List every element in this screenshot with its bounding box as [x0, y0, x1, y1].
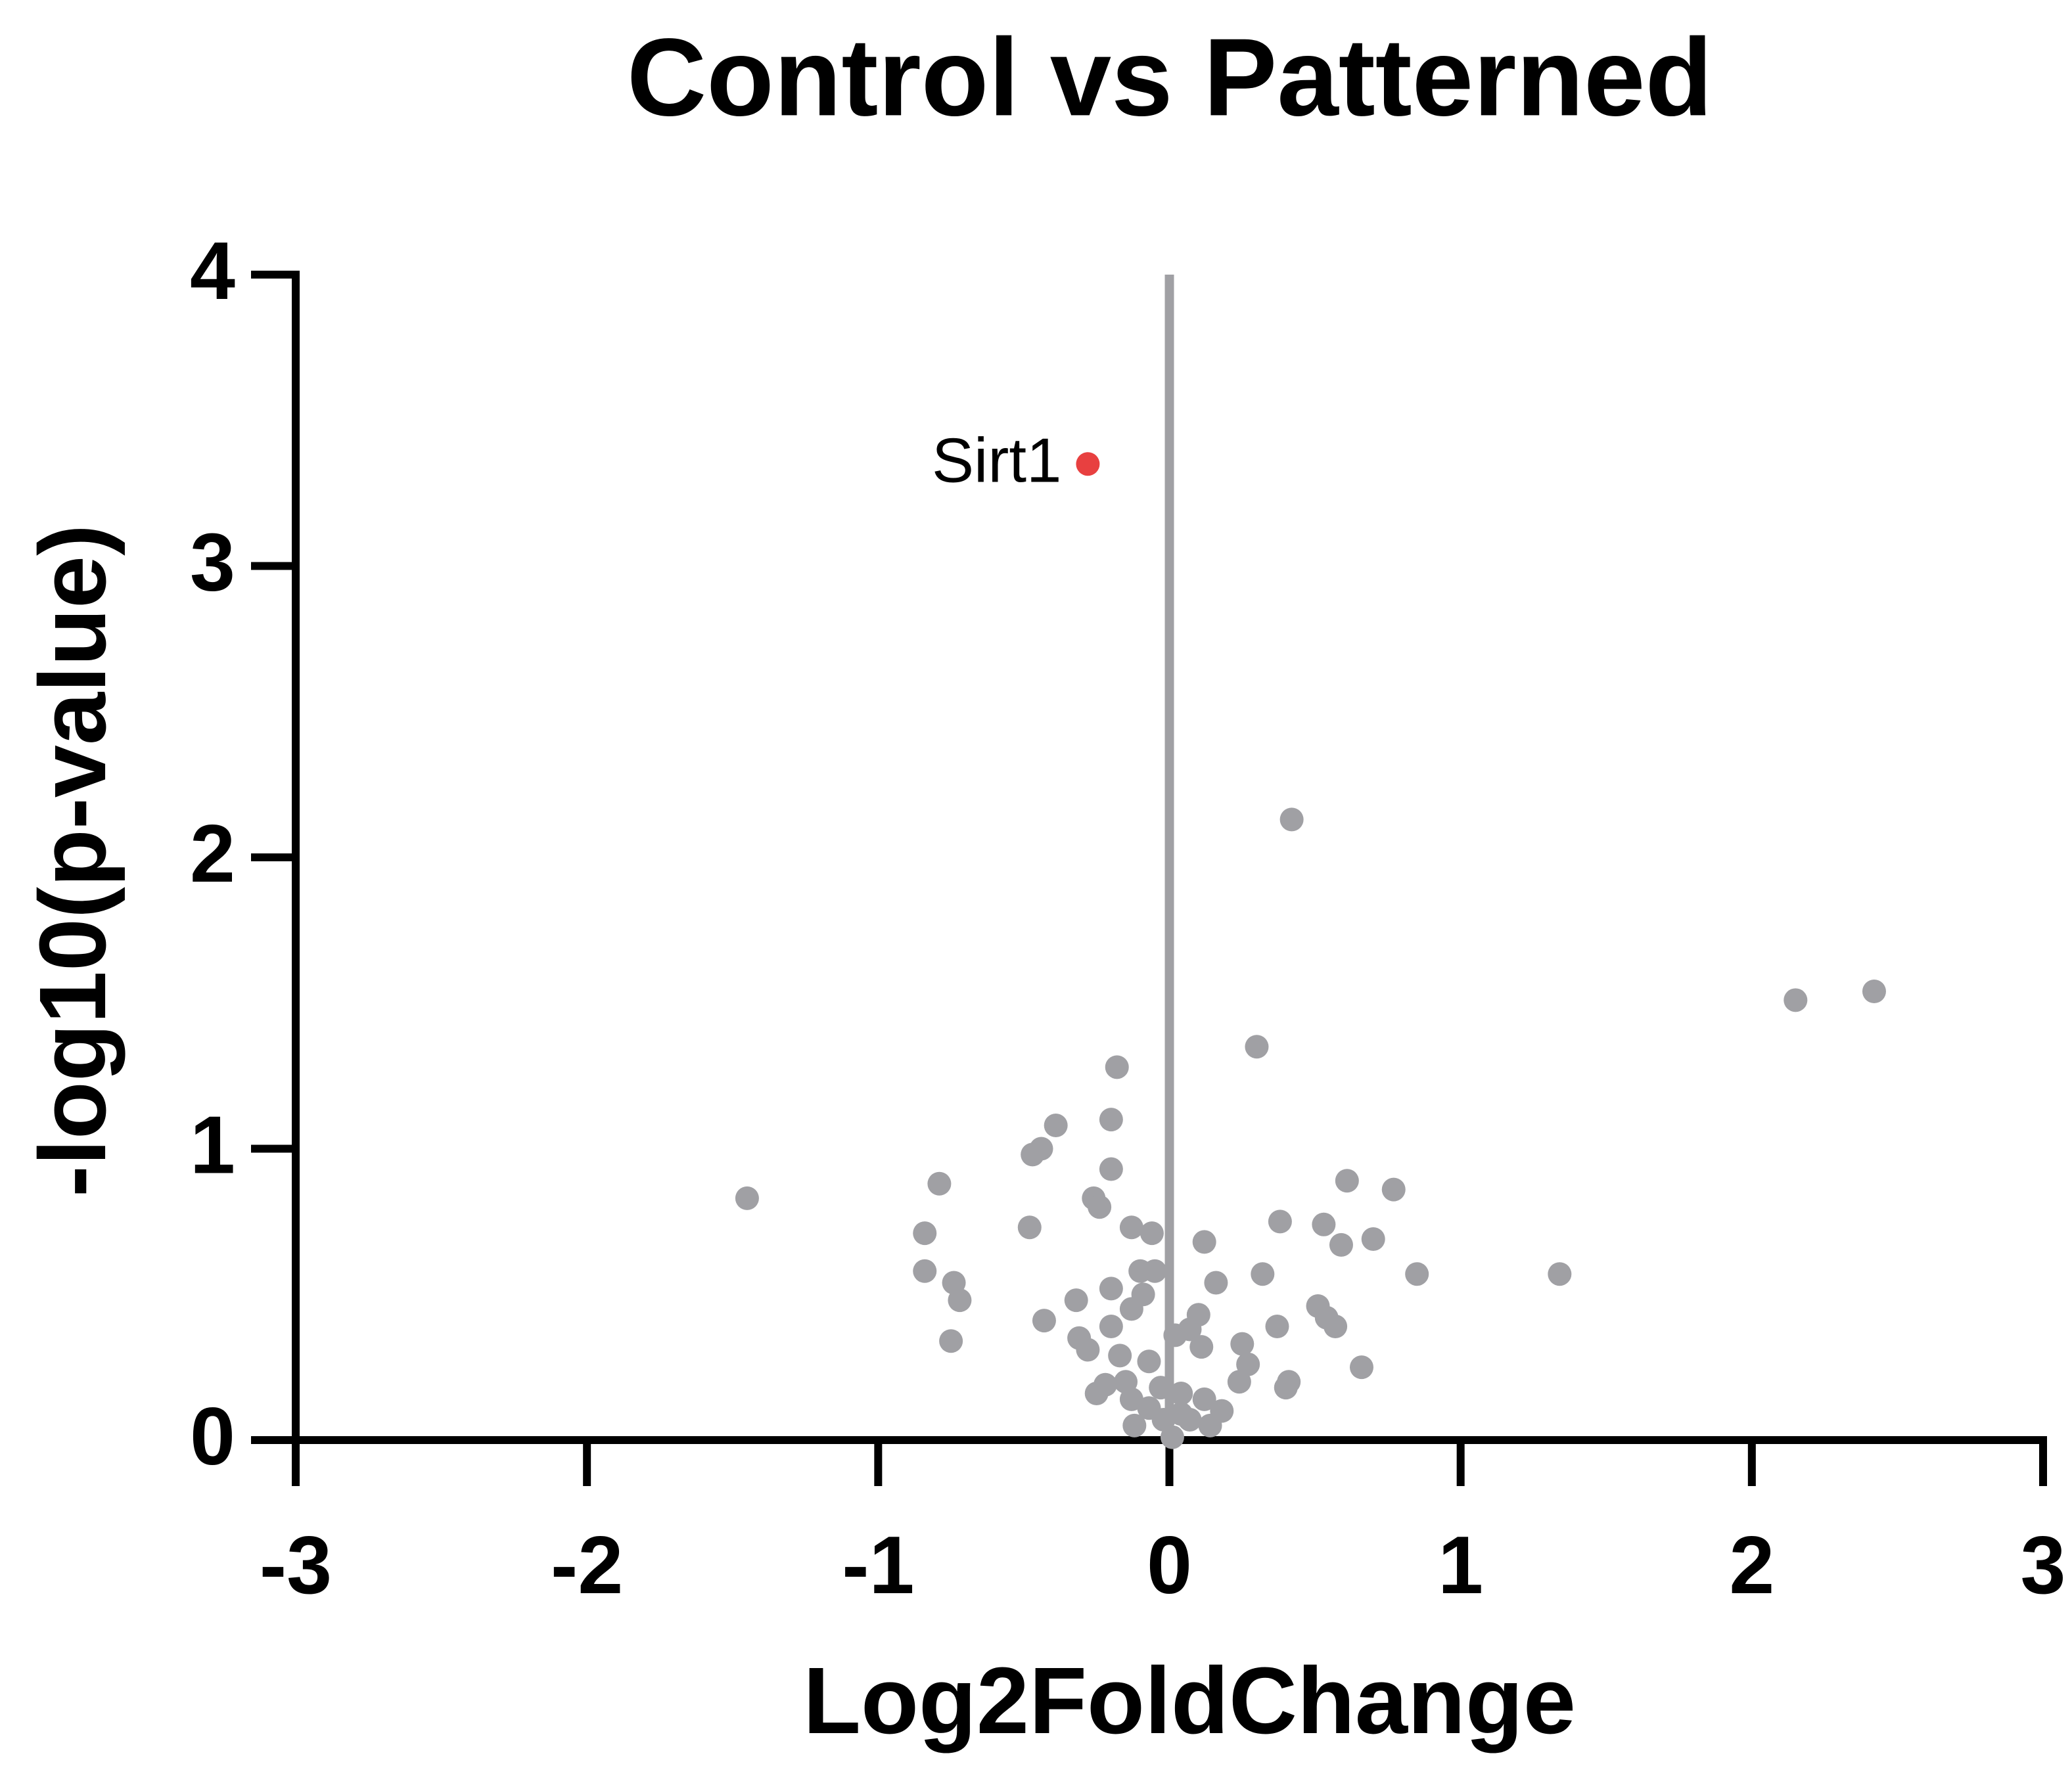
point — [1099, 1277, 1123, 1301]
point — [1032, 1309, 1056, 1333]
point — [1169, 1382, 1193, 1406]
point — [1140, 1221, 1164, 1246]
y-tick-label: 3 — [190, 517, 235, 608]
x-axis-label: Log2FoldChange — [803, 1648, 1576, 1753]
x-tick-label: -3 — [260, 1520, 332, 1611]
point — [1163, 1323, 1187, 1347]
point — [1189, 1335, 1214, 1359]
point — [1108, 1344, 1132, 1368]
x-tick-label: -1 — [842, 1520, 914, 1611]
point — [1324, 1315, 1348, 1339]
point — [1405, 1262, 1429, 1286]
point — [1105, 1055, 1129, 1079]
x-tick-label: 0 — [1147, 1520, 1192, 1611]
point — [1119, 1387, 1143, 1411]
point — [1192, 1230, 1216, 1254]
point — [1548, 1262, 1572, 1286]
point — [1099, 1108, 1123, 1132]
point — [1160, 1425, 1184, 1449]
y-tick-label: 1 — [190, 1100, 235, 1190]
point — [1149, 1376, 1173, 1400]
point — [1279, 807, 1304, 832]
highlight-point — [1076, 452, 1100, 476]
point — [1381, 1177, 1406, 1202]
point — [1084, 1382, 1109, 1406]
point — [1119, 1215, 1143, 1240]
point — [1268, 1209, 1292, 1234]
point — [1312, 1212, 1336, 1236]
x-tick-label: 1 — [1438, 1520, 1483, 1611]
point — [735, 1186, 759, 1210]
point — [1076, 1338, 1100, 1362]
point — [1198, 1413, 1222, 1437]
point — [948, 1288, 972, 1313]
point — [913, 1259, 937, 1283]
point — [1119, 1297, 1143, 1321]
y-tick-label: 4 — [190, 226, 235, 317]
y-tick-label: 2 — [190, 809, 235, 899]
point — [1204, 1271, 1228, 1295]
point — [939, 1329, 963, 1353]
point — [1044, 1114, 1068, 1138]
point — [1245, 1035, 1269, 1059]
point — [1784, 988, 1808, 1012]
point — [1361, 1227, 1385, 1251]
point — [1227, 1370, 1251, 1394]
point — [1274, 1376, 1298, 1400]
point-label: Sirt1 — [932, 426, 1061, 496]
point — [1137, 1396, 1161, 1420]
chart-title: Control vs Patterned — [627, 15, 1713, 139]
point — [1251, 1262, 1275, 1286]
point — [1143, 1259, 1167, 1283]
point — [1029, 1137, 1053, 1161]
point — [1265, 1315, 1289, 1339]
point — [1099, 1157, 1123, 1181]
point — [1192, 1387, 1216, 1411]
point — [1329, 1232, 1353, 1257]
point — [1088, 1195, 1112, 1219]
x-tick-label: -2 — [551, 1520, 623, 1611]
point — [1230, 1332, 1255, 1356]
point — [1169, 1402, 1193, 1426]
point — [927, 1171, 952, 1196]
point — [913, 1221, 937, 1246]
point — [1017, 1215, 1042, 1240]
y-axis-label: -log10(p-value) — [20, 524, 126, 1197]
y-tick-label: 0 — [190, 1391, 235, 1482]
point — [1862, 980, 1886, 1004]
point — [1137, 1349, 1161, 1374]
x-tick-label: 3 — [2021, 1520, 2066, 1611]
x-tick-label: 2 — [1729, 1520, 1774, 1611]
point — [1236, 1352, 1260, 1376]
point — [1122, 1413, 1147, 1437]
point — [1349, 1355, 1373, 1380]
point — [1064, 1288, 1088, 1313]
point — [1099, 1315, 1123, 1339]
point — [1335, 1169, 1359, 1193]
